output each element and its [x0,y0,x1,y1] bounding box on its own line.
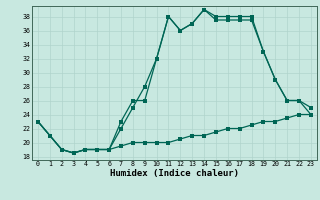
X-axis label: Humidex (Indice chaleur): Humidex (Indice chaleur) [110,169,239,178]
